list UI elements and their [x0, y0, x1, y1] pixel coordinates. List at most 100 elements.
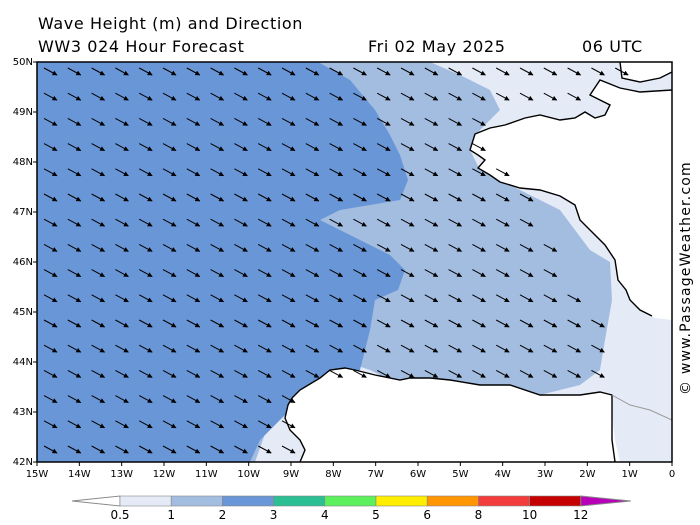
- wave-arrow: [186, 445, 201, 454]
- wave-arrow: [67, 92, 82, 101]
- wave-arrow: [67, 445, 82, 454]
- wave-arrow: [162, 420, 177, 429]
- wave-arrow: [305, 193, 320, 202]
- wave-arrow: [424, 117, 439, 126]
- wave-arrow: [329, 168, 344, 177]
- wave-arrow: [424, 369, 439, 378]
- wave-arrow: [305, 218, 320, 227]
- wave-arrow: [448, 193, 463, 202]
- wave-arrow: [186, 117, 201, 126]
- wave-arrow: [162, 319, 177, 328]
- wave-arrow: [162, 395, 177, 404]
- lon-tick-label: 9W: [283, 469, 299, 480]
- wave-arrow: [329, 193, 344, 202]
- wave-arrow: [210, 395, 225, 404]
- wave-arrow: [210, 369, 225, 378]
- wave-arrow: [115, 420, 129, 429]
- wave-arrow: [257, 344, 272, 353]
- wave-arrow: [376, 168, 391, 177]
- wave-arrow: [234, 319, 248, 328]
- wave-arrow: [138, 193, 153, 202]
- wave-arrow: [67, 243, 82, 252]
- wave-arrow: [376, 319, 391, 328]
- wave-arrow: [257, 143, 272, 152]
- wave-arrow: [257, 168, 272, 177]
- lon-tick-label: 4W: [495, 469, 511, 480]
- wave-arrow: [115, 143, 129, 152]
- wave-arrow: [91, 319, 106, 328]
- wave-arrow: [234, 445, 248, 454]
- wave-arrow: [376, 193, 391, 202]
- wave-arrow: [138, 143, 153, 152]
- lon-tick-label: 5W: [452, 469, 468, 480]
- wave-arrow: [448, 218, 463, 227]
- wave-arrow: [115, 269, 129, 278]
- wave-arrow: [138, 294, 153, 303]
- wave-arrow: [543, 243, 558, 252]
- wave-arrow: [495, 218, 510, 227]
- wave-arrow: [43, 344, 58, 353]
- wave-arrow: [234, 117, 248, 126]
- wave-arrow: [210, 168, 225, 177]
- wave-arrow: [91, 395, 106, 404]
- credit-text: © www.PassageWeather.com: [678, 161, 694, 395]
- wave-arrow: [567, 319, 582, 328]
- wave-arrow: [115, 67, 129, 76]
- wave-arrow: [376, 92, 391, 101]
- wave-arrow: [567, 344, 582, 353]
- wave-arrow: [448, 117, 463, 126]
- wave-arrow: [186, 92, 201, 101]
- wave-arrow: [495, 344, 510, 353]
- wave-arrow: [353, 269, 367, 278]
- wave-arrow: [43, 92, 58, 101]
- wave-arrow: [329, 369, 344, 378]
- wave-arrow: [43, 243, 58, 252]
- wave-arrow: [162, 168, 177, 177]
- wave-arrow: [281, 420, 296, 429]
- wave-arrow: [567, 67, 582, 76]
- wave-arrow: [257, 92, 272, 101]
- wave-arrow: [400, 369, 415, 378]
- wave-arrow: [257, 369, 272, 378]
- wave-arrow: [138, 445, 153, 454]
- wave-arrow: [43, 67, 58, 76]
- wave-arrow: [43, 395, 58, 404]
- wave-arrow: [329, 344, 344, 353]
- wave-arrow: [210, 218, 225, 227]
- wave-arrow: [115, 319, 129, 328]
- wave-arrow: [234, 420, 248, 429]
- wave-arrow: [495, 319, 510, 328]
- wave-arrow: [91, 92, 106, 101]
- wave-arrow: [210, 117, 225, 126]
- wave-arrow: [472, 243, 486, 252]
- wave-arrow: [353, 369, 367, 378]
- wave-arrow: [305, 168, 320, 177]
- wave-arrow: [281, 319, 296, 328]
- wave-arrow: [43, 143, 58, 152]
- wave-arrow: [329, 319, 344, 328]
- wave-arrow: [448, 344, 463, 353]
- wave-arrow: [210, 92, 225, 101]
- wave-arrow: [234, 369, 248, 378]
- wave-arrow: [234, 218, 248, 227]
- wave-arrow: [281, 269, 296, 278]
- wave-arrow: [186, 269, 201, 278]
- wave-arrow: [495, 269, 510, 278]
- wave-arrow: [162, 218, 177, 227]
- wave-arrow: [67, 168, 82, 177]
- wave-arrow: [210, 294, 225, 303]
- wave-arrow: [162, 143, 177, 152]
- wave-arrow: [305, 344, 320, 353]
- wave-arrow: [400, 319, 415, 328]
- wave-arrow: [67, 344, 82, 353]
- wave-arrow: [138, 67, 153, 76]
- wave-arrow: [543, 294, 558, 303]
- wave-arrow: [186, 395, 201, 404]
- wave-arrow: [329, 117, 344, 126]
- wave-arrow: [591, 319, 605, 328]
- wave-arrow: [519, 193, 534, 202]
- wave-arrow: [400, 344, 415, 353]
- lon-tick-label: 6W: [410, 469, 426, 480]
- wave-arrow: [305, 117, 320, 126]
- forecast-date: Fri 02 May 2025: [368, 37, 506, 56]
